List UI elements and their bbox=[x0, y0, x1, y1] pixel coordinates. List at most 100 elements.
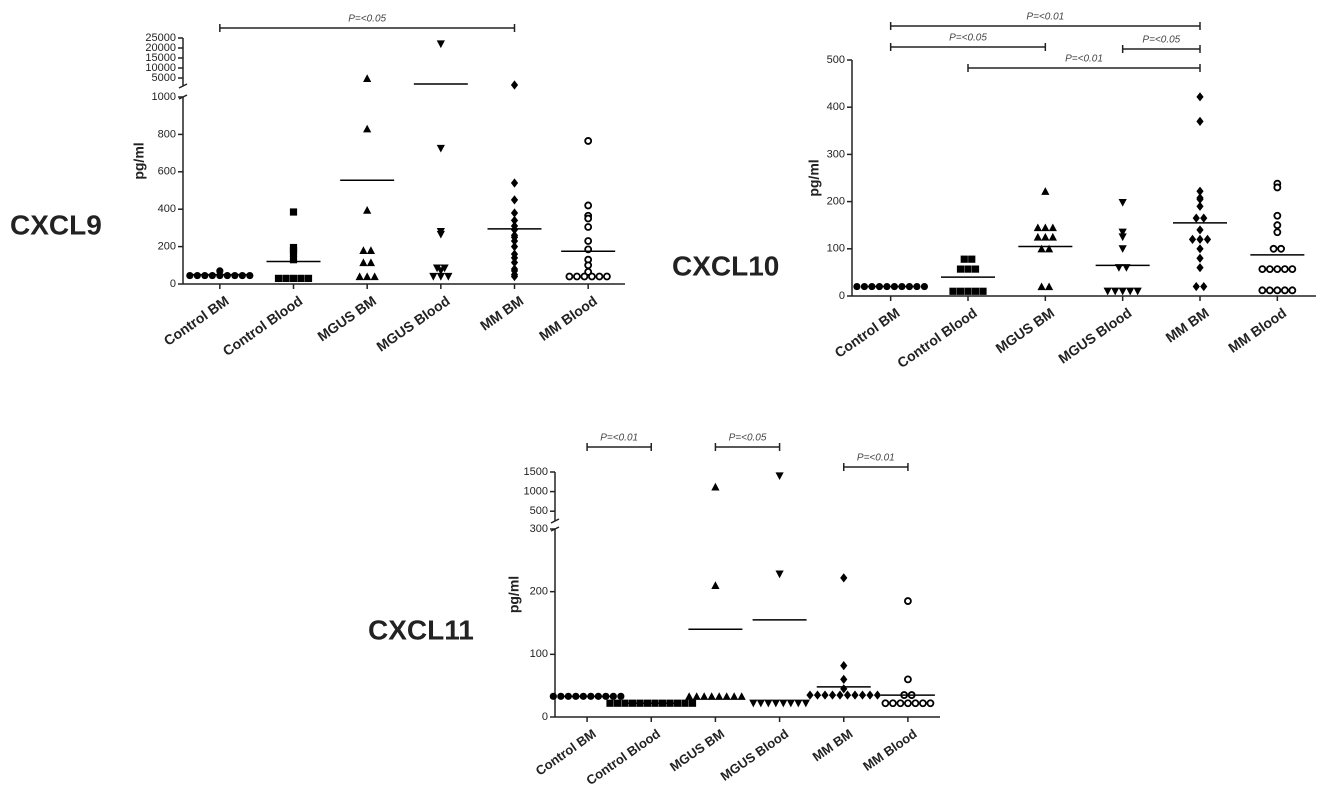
point bbox=[968, 255, 976, 263]
point bbox=[510, 178, 519, 188]
point bbox=[370, 272, 379, 281]
point bbox=[1192, 281, 1200, 292]
point bbox=[840, 684, 848, 694]
x-tick-label: MGUS BM bbox=[314, 292, 379, 344]
point bbox=[1037, 282, 1046, 291]
point bbox=[510, 195, 519, 205]
x-tick-label: MM Blood bbox=[536, 292, 600, 343]
p-value-label: P=<0.05 bbox=[729, 433, 767, 444]
point bbox=[904, 699, 912, 708]
y-tick-label: 1000 bbox=[524, 486, 548, 498]
point bbox=[429, 272, 438, 281]
chart-title: CXCL11 bbox=[368, 614, 474, 645]
point bbox=[737, 692, 746, 700]
point bbox=[432, 264, 442, 273]
point bbox=[510, 208, 519, 218]
point bbox=[1196, 92, 1204, 102]
point bbox=[1196, 225, 1204, 235]
point bbox=[786, 699, 795, 708]
point bbox=[584, 137, 593, 145]
point bbox=[688, 699, 697, 707]
point bbox=[1258, 286, 1267, 295]
point bbox=[297, 274, 305, 282]
y-tick-label: 300 bbox=[827, 148, 845, 160]
point bbox=[603, 272, 611, 281]
point bbox=[231, 271, 239, 280]
point bbox=[510, 253, 519, 263]
point bbox=[1288, 265, 1297, 273]
x-tick-label: MGUS BM bbox=[667, 726, 727, 774]
point bbox=[843, 690, 852, 700]
point bbox=[806, 690, 814, 700]
point bbox=[1273, 221, 1282, 230]
point bbox=[1188, 234, 1197, 244]
point bbox=[1111, 287, 1120, 296]
x-tick-label: Control BM bbox=[161, 292, 232, 348]
point bbox=[436, 267, 445, 276]
y-tick-label: 800 bbox=[158, 128, 176, 140]
point bbox=[1258, 265, 1267, 273]
point bbox=[363, 74, 372, 82]
point bbox=[764, 699, 773, 708]
point bbox=[1196, 116, 1204, 126]
point bbox=[246, 271, 254, 280]
point bbox=[510, 80, 519, 90]
point bbox=[440, 264, 449, 273]
x-tick-label: Control Blood bbox=[220, 292, 306, 359]
x-tick-label: Control BM bbox=[533, 726, 599, 778]
point bbox=[896, 699, 905, 708]
point bbox=[359, 246, 368, 254]
y-tick-label: 200 bbox=[530, 586, 548, 598]
point bbox=[853, 282, 861, 291]
y-tick-label: 500 bbox=[530, 505, 548, 517]
y-tick-label: 100 bbox=[530, 648, 548, 660]
point bbox=[510, 271, 519, 282]
point bbox=[1133, 287, 1142, 296]
y-tick-label: 5000 bbox=[152, 72, 176, 84]
p-value-label: P=<0.05 bbox=[949, 33, 987, 44]
x-tick-label: Control Blood bbox=[894, 304, 980, 371]
point bbox=[1033, 223, 1042, 232]
point bbox=[715, 692, 724, 700]
point bbox=[366, 246, 376, 254]
y-tick-label: 0 bbox=[170, 278, 176, 290]
point bbox=[1196, 244, 1204, 254]
point bbox=[794, 699, 803, 708]
point bbox=[444, 272, 453, 281]
point bbox=[1118, 198, 1127, 207]
point bbox=[1033, 232, 1042, 241]
y-tick-label: 600 bbox=[158, 166, 176, 178]
y-tick-label: 1000 bbox=[152, 91, 176, 103]
chart-title: CXCL10 bbox=[672, 250, 779, 281]
x-tick-label: MGUS BM bbox=[993, 304, 1058, 356]
point bbox=[692, 692, 701, 700]
point bbox=[510, 215, 519, 226]
point bbox=[881, 699, 890, 708]
point bbox=[840, 573, 848, 583]
point bbox=[1041, 223, 1050, 232]
point bbox=[873, 690, 882, 700]
point bbox=[1277, 244, 1285, 253]
x-tick-label: MGUS Blood bbox=[718, 726, 792, 784]
point bbox=[840, 661, 848, 671]
point bbox=[700, 692, 709, 700]
point bbox=[1273, 228, 1282, 237]
y-tick-label: 200 bbox=[827, 196, 845, 208]
point bbox=[289, 274, 298, 282]
point bbox=[1273, 211, 1282, 220]
y-tick-label: 400 bbox=[158, 203, 176, 215]
point bbox=[274, 274, 283, 282]
point bbox=[304, 274, 313, 282]
point bbox=[436, 40, 445, 49]
point bbox=[904, 597, 912, 605]
point bbox=[919, 699, 927, 708]
point bbox=[238, 271, 246, 280]
x-tick-label: MM Blood bbox=[860, 726, 920, 774]
x-tick-label: Control BM bbox=[832, 304, 903, 360]
point bbox=[201, 271, 209, 280]
point bbox=[775, 472, 784, 481]
point bbox=[828, 690, 837, 700]
point bbox=[711, 581, 720, 589]
point bbox=[1192, 213, 1200, 223]
